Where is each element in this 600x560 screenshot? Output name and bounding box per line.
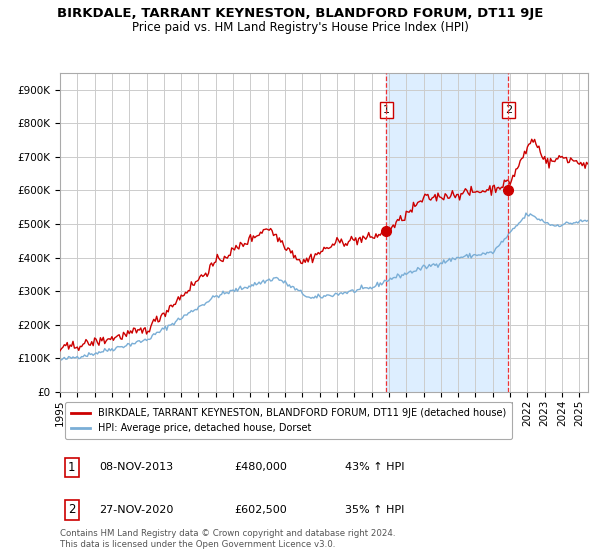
- Legend: BIRKDALE, TARRANT KEYNESTON, BLANDFORD FORUM, DT11 9JE (detached house), HPI: Av: BIRKDALE, TARRANT KEYNESTON, BLANDFORD F…: [65, 402, 512, 439]
- Text: £480,000: £480,000: [234, 463, 287, 473]
- Text: 35% ↑ HPI: 35% ↑ HPI: [345, 505, 404, 515]
- Text: Contains HM Land Registry data © Crown copyright and database right 2024.
This d: Contains HM Land Registry data © Crown c…: [60, 529, 395, 549]
- Text: £602,500: £602,500: [234, 505, 287, 515]
- Text: Price paid vs. HM Land Registry's House Price Index (HPI): Price paid vs. HM Land Registry's House …: [131, 21, 469, 34]
- Text: 27-NOV-2020: 27-NOV-2020: [100, 505, 174, 515]
- Text: 1: 1: [68, 461, 76, 474]
- Text: BIRKDALE, TARRANT KEYNESTON, BLANDFORD FORUM, DT11 9JE: BIRKDALE, TARRANT KEYNESTON, BLANDFORD F…: [57, 7, 543, 20]
- Bar: [386, 73, 508, 392]
- Text: 1: 1: [383, 105, 390, 115]
- Text: 43% ↑ HPI: 43% ↑ HPI: [345, 463, 404, 473]
- Text: 08-NOV-2013: 08-NOV-2013: [100, 463, 174, 473]
- Text: 2: 2: [68, 503, 76, 516]
- Text: 2: 2: [505, 105, 512, 115]
